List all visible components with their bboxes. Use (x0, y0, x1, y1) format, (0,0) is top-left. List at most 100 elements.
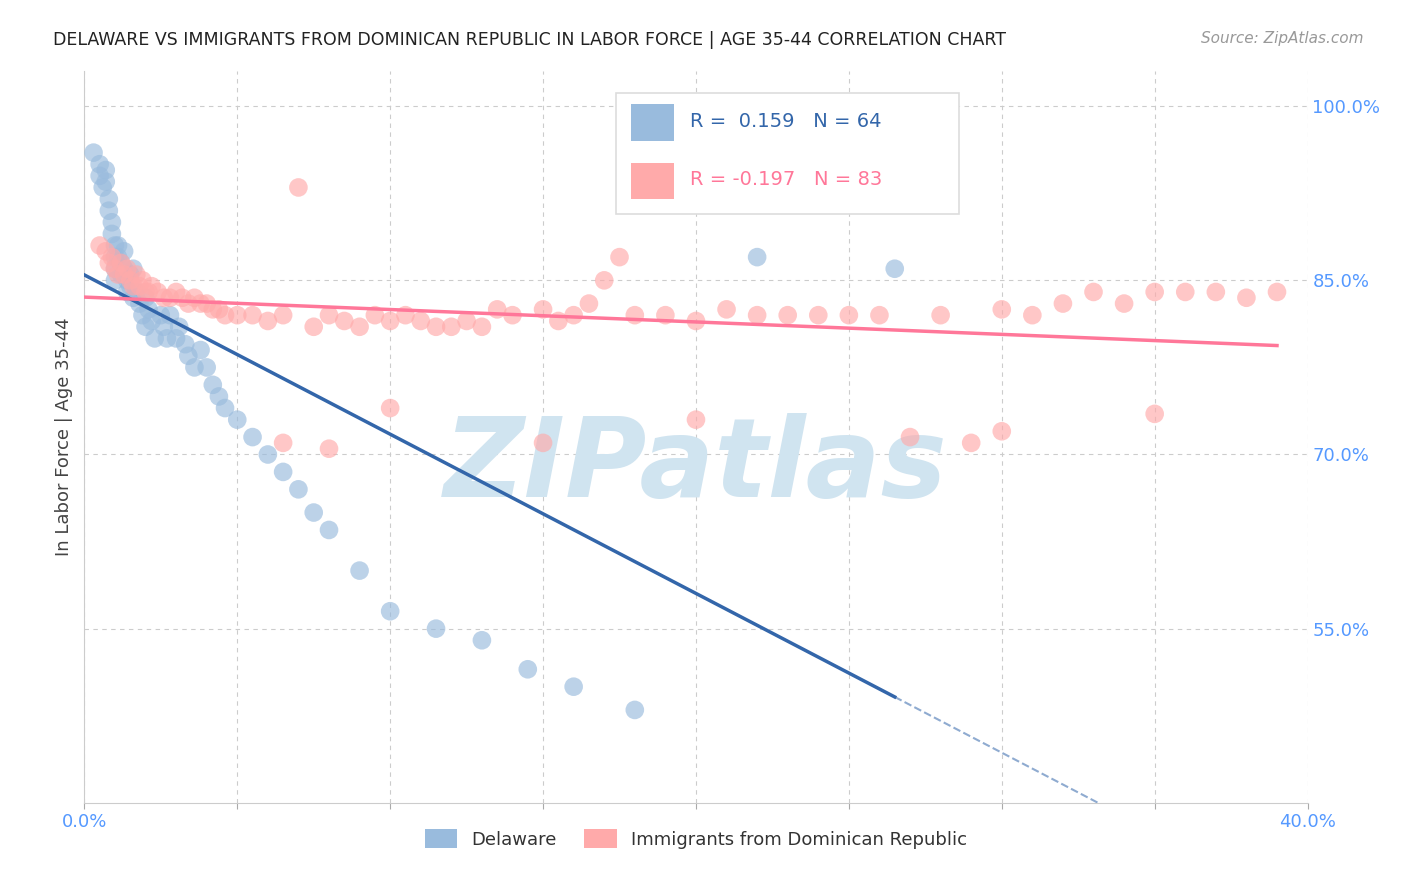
FancyBboxPatch shape (631, 163, 673, 200)
Point (624, 703, 647, 717)
Point (120, 279, 142, 293)
Point (562, 680, 585, 694)
Point (318, 523, 340, 537)
Point (128, 296, 150, 310)
Point (349, 319, 371, 334)
Point (141, 314, 163, 328)
Point (214, 308, 236, 322)
Point (107, 238, 129, 252)
Point (333, 314, 356, 328)
Point (716, 302, 738, 317)
Point (593, 273, 616, 287)
Point (104, 238, 127, 252)
Point (1236, 291, 1258, 305)
Point (174, 337, 197, 351)
Point (898, 430, 921, 444)
Point (531, 302, 554, 317)
Point (1205, 285, 1227, 299)
Point (97, 256, 120, 270)
Point (135, 285, 157, 299)
Point (747, 308, 769, 322)
Point (991, 424, 1014, 438)
Point (776, 308, 799, 322)
Point (547, 314, 569, 328)
Point (135, 319, 157, 334)
Point (471, 319, 494, 334)
Point (156, 331, 179, 345)
Point (531, 436, 554, 450)
Point (318, 308, 340, 322)
Point (287, 180, 309, 194)
Point (195, 360, 218, 375)
Point (807, 308, 830, 322)
Point (115, 273, 138, 287)
Point (1083, 285, 1105, 299)
Point (609, 250, 631, 264)
Point (349, 564, 371, 578)
Point (94, 175, 117, 189)
Point (112, 261, 135, 276)
Point (112, 244, 135, 259)
Point (138, 285, 160, 299)
Point (208, 302, 231, 317)
Point (131, 308, 153, 322)
Point (104, 273, 127, 287)
Point (128, 279, 150, 293)
Point (146, 285, 169, 299)
Point (257, 448, 280, 462)
Point (167, 319, 190, 334)
Point (125, 285, 148, 299)
Point (578, 296, 600, 310)
Point (190, 343, 212, 357)
Point (271, 465, 294, 479)
Point (991, 302, 1014, 317)
Point (110, 268, 132, 282)
Point (747, 250, 769, 264)
Point (97, 203, 120, 218)
Point (97, 192, 120, 206)
Point (394, 308, 416, 322)
Point (83, 145, 105, 160)
Point (1174, 285, 1197, 299)
Point (177, 296, 200, 310)
FancyBboxPatch shape (616, 94, 959, 214)
Point (201, 377, 224, 392)
Point (1143, 407, 1166, 421)
Point (153, 291, 176, 305)
Text: DELAWARE VS IMMIGRANTS FROM DOMINICAN REPUBLIC IN LABOR FORCE | AGE 35-44 CORREL: DELAWARE VS IMMIGRANTS FROM DOMINICAN RE… (53, 31, 1007, 49)
Point (104, 250, 127, 264)
Point (226, 412, 249, 426)
Point (271, 436, 294, 450)
Point (131, 273, 153, 287)
Point (122, 261, 145, 276)
Point (562, 308, 585, 322)
Point (380, 401, 402, 415)
Point (425, 319, 447, 334)
Point (883, 261, 905, 276)
Point (107, 250, 129, 264)
Point (1265, 285, 1288, 299)
Point (138, 302, 160, 317)
Point (1143, 285, 1166, 299)
Point (624, 308, 647, 322)
FancyBboxPatch shape (631, 104, 673, 141)
Point (242, 430, 264, 444)
Point (112, 268, 135, 282)
Point (208, 389, 231, 403)
Point (110, 256, 132, 270)
Point (183, 291, 205, 305)
Point (226, 308, 249, 322)
Point (141, 279, 163, 293)
Point (91, 180, 114, 194)
Point (172, 291, 194, 305)
Point (122, 279, 145, 293)
Point (364, 308, 387, 322)
Point (1052, 296, 1074, 310)
Point (120, 273, 142, 287)
Point (195, 296, 218, 310)
Point (143, 331, 166, 345)
Point (89, 238, 111, 252)
Point (214, 401, 236, 415)
Point (869, 308, 891, 322)
Point (101, 250, 124, 264)
